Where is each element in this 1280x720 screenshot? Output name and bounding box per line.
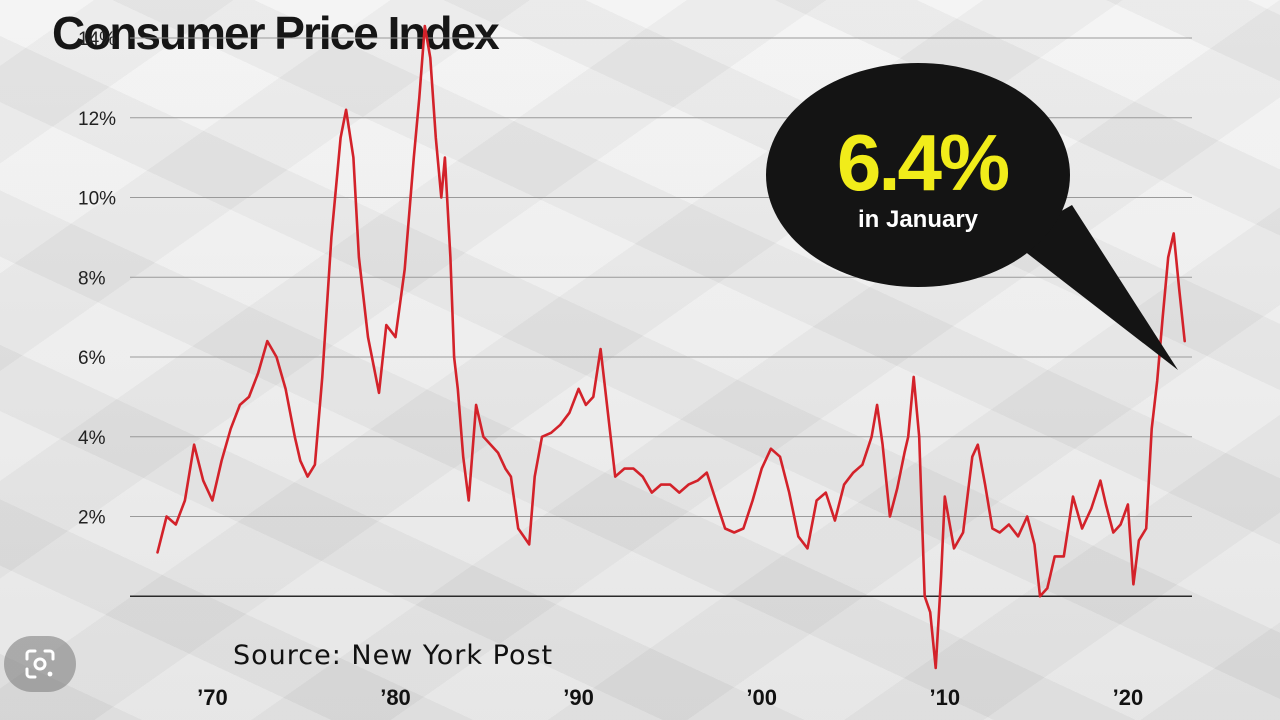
x-tick-label: ’00	[746, 685, 777, 710]
y-tick-label: 14%	[78, 29, 116, 50]
y-axis-ticks: 2% 4% 6% 8% 10% 12% 14%	[78, 29, 116, 529]
google-lens-icon	[25, 649, 55, 679]
cpi-series-line	[156, 24, 1186, 670]
x-tick-label: ’70	[197, 685, 228, 710]
callout-pointer	[1010, 205, 1178, 370]
y-tick-label: 4%	[78, 428, 106, 449]
y-tick-label: 12%	[78, 109, 116, 130]
y-tick-label: 10%	[78, 189, 116, 210]
y-tick-label: 8%	[78, 268, 106, 289]
x-tick-label: ’90	[563, 685, 594, 710]
x-tick-label: ’10	[930, 685, 961, 710]
google-lens-button[interactable]	[4, 636, 76, 692]
x-axis-ticks: ’70 ’80 ’90 ’00 ’10 ’20	[197, 685, 1143, 710]
callout-ellipse	[766, 63, 1070, 287]
x-tick-label: ’20	[1113, 685, 1144, 710]
y-tick-label: 6%	[78, 348, 106, 369]
y-tick-label: 2%	[78, 508, 106, 529]
x-tick-label: ’80	[380, 685, 411, 710]
source-note: Source: New York Post	[233, 640, 554, 671]
callout-bubble: 6.4% in January	[766, 63, 1178, 370]
callout-caption: in January	[858, 206, 979, 233]
callout-value: 6.4%	[837, 118, 1009, 207]
